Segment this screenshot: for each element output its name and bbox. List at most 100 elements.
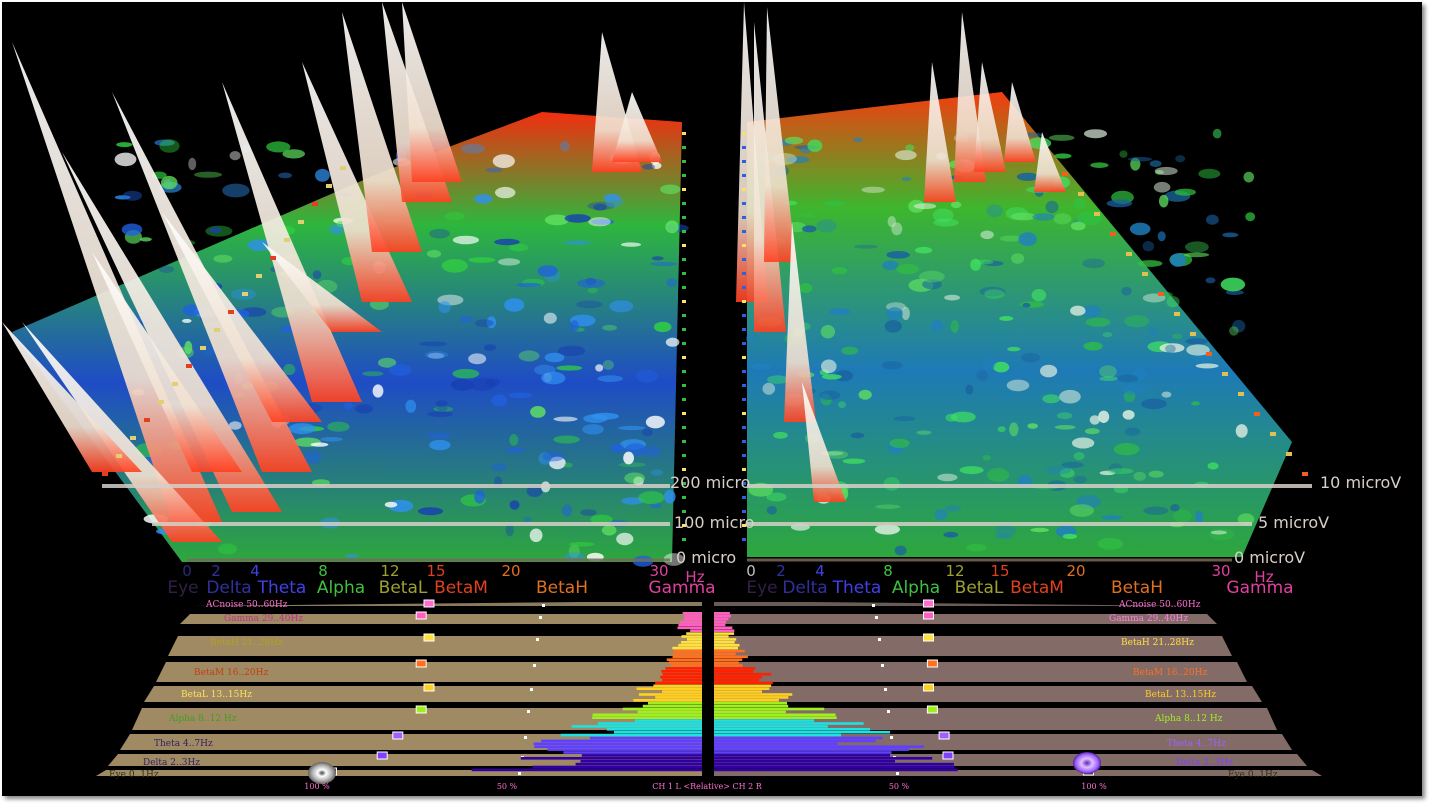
left-histogram-bar [637, 710, 702, 714]
right-freq-tick: 20 [1066, 562, 1086, 580]
right-histogram-bar [714, 710, 786, 714]
right-histogram-bar [714, 612, 730, 615]
right-50-tick [881, 664, 884, 667]
left-histogram-bar [633, 699, 702, 702]
left-histogram-bar [686, 632, 702, 635]
left-peak-spike [402, 2, 462, 182]
left-axis-marker [172, 382, 178, 386]
left-surface-peak [228, 421, 242, 430]
right-histogram-bar [714, 757, 933, 760]
left-surface-peak [436, 405, 448, 411]
left-surface-peak [568, 542, 595, 547]
right-surface-peak [1054, 425, 1076, 430]
right-histogram-bar [714, 768, 958, 772]
left-surface-peak [182, 318, 192, 323]
left-surface-peak [310, 442, 329, 447]
right-histogram-bar [714, 687, 770, 690]
left-histogram-bar [677, 626, 702, 630]
left-center-marker [682, 510, 686, 513]
right-surface-peak [784, 136, 804, 145]
left-surface-peak [139, 237, 152, 242]
left-band-row [192, 602, 702, 606]
right-surface-peak [1195, 363, 1219, 369]
left-surface-peak [651, 256, 664, 261]
eeg-3d-viewport[interactable]: 200 micro 100 micro 0 micro 10 microV 5 … [2, 2, 1422, 796]
right-histogram-bar [714, 620, 726, 624]
right-surface-peak [1113, 443, 1140, 456]
right-center-marker [742, 132, 746, 135]
right-scale-5: 5 microV [1258, 513, 1330, 532]
right-surface-peak [1080, 305, 1102, 318]
right-histogram-bar [714, 664, 743, 667]
left-surface-peak [660, 184, 681, 195]
right-axis-marker [1270, 432, 1276, 436]
right-row-marker [938, 731, 950, 740]
right-surface-peak [1158, 194, 1169, 208]
right-surface-peak [1195, 510, 1204, 524]
right-row-marker [923, 611, 934, 620]
right-histogram-bar [714, 646, 738, 650]
right-band-betam: BetaM [1010, 578, 1064, 598]
right-peak-spike [764, 7, 796, 262]
right-surface-peak [980, 230, 994, 240]
left-surface-peak [570, 320, 579, 332]
left-axis-marker [242, 292, 248, 296]
left-surface-peak [217, 543, 238, 555]
left-surface-peak [663, 553, 685, 566]
right-row-label-theta: Theta 4..7Hz [1167, 739, 1226, 749]
right-surface-peak [1212, 128, 1222, 139]
right-surface-peak [822, 201, 846, 206]
right-band-delta: Delta [782, 578, 828, 598]
right-axis-marker [1254, 412, 1260, 416]
left-axis-marker [284, 238, 290, 242]
left-histogram-bar [661, 670, 702, 673]
right-surface-peak [982, 455, 991, 461]
left-eye-disc [308, 762, 336, 784]
right-surface-peak [986, 204, 1003, 218]
right-histogram-bar [714, 728, 871, 731]
right-surface-peak [933, 218, 959, 227]
right-surface-peak [821, 359, 837, 374]
right-center-marker [742, 244, 746, 247]
left-freq-tick: 8 [318, 562, 328, 580]
left-surface-peak [418, 507, 443, 516]
left-axis-marker [186, 364, 192, 368]
left-surface-peak [492, 154, 515, 169]
right-center-marker [742, 272, 746, 275]
right-surface-peak [1186, 344, 1210, 356]
right-surface-peak [1073, 452, 1085, 461]
right-surface-peak [1128, 157, 1152, 162]
right-surface-peak [943, 531, 959, 538]
left-surface-peak [441, 259, 468, 273]
right-surface-peak [1121, 286, 1132, 296]
right-surface-peak [1027, 423, 1038, 429]
left-surface-peak [483, 344, 497, 351]
left-histogram-bar [690, 629, 702, 632]
left-row-label-alpha: Alpha 8..12 Hz [169, 714, 237, 724]
left-band-row [180, 614, 702, 624]
right-center-marker [742, 482, 746, 485]
left-surface-peak [213, 254, 233, 263]
left-surface-peak [653, 321, 672, 333]
left-row-label-gamma: Gamma 29..40Hz [224, 614, 304, 624]
right-band-row [714, 770, 1322, 776]
right-center-marker [742, 370, 746, 373]
right-surface-peak [1170, 504, 1180, 512]
left-surface-peak [601, 524, 617, 536]
left-surface-peak [621, 242, 641, 247]
right-histogram-bar [714, 661, 739, 664]
left-surface-peak [529, 528, 543, 543]
left-surface-peak [665, 220, 679, 234]
right-surface-peak [997, 426, 1006, 433]
right-surface-peak [858, 389, 872, 400]
left-surface-peak [247, 239, 271, 251]
right-histogram-bar [714, 742, 838, 746]
right-axis-marker [1174, 312, 1180, 316]
right-center-marker [742, 426, 746, 429]
right-surface-peak [1191, 401, 1200, 406]
right-surface-peak [1059, 468, 1075, 479]
right-surface-peak [915, 246, 933, 254]
right-histogram-bar [714, 745, 924, 748]
left-surface-peak [459, 316, 474, 323]
left-histogram-bar [666, 658, 702, 661]
